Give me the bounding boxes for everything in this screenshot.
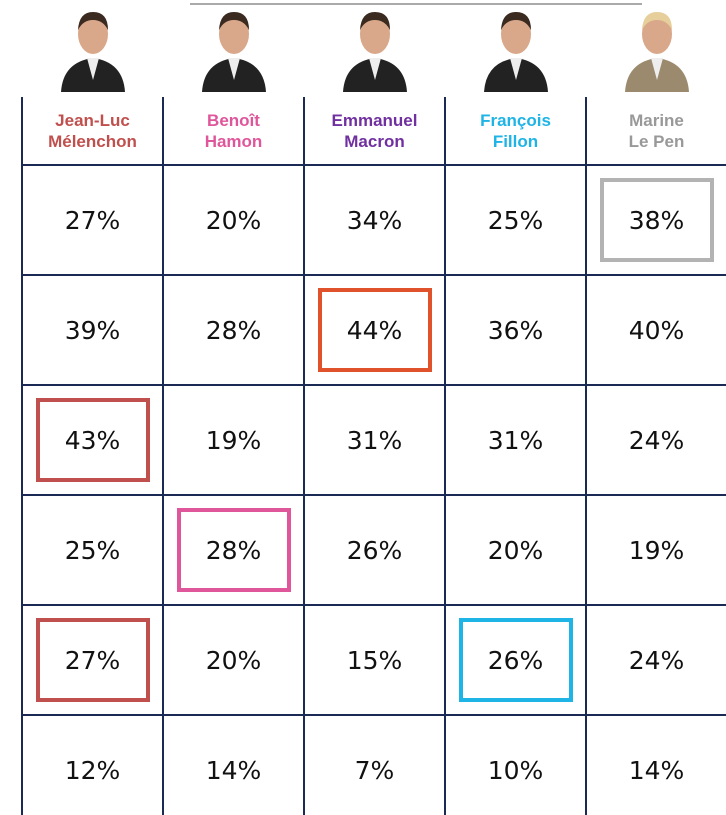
cell: 7% <box>304 715 445 815</box>
candidate-photo <box>476 0 556 92</box>
header-line: Mélenchon <box>22 131 163 152</box>
highlight-box <box>36 398 150 482</box>
header-line: Macron <box>304 131 445 152</box>
cell: 34% <box>304 165 445 275</box>
cell: 14% <box>586 715 726 815</box>
cell: 31% <box>304 385 445 495</box>
highlight-box <box>600 178 714 262</box>
header-line: François <box>445 110 586 131</box>
cell: 24% <box>586 605 726 715</box>
cell: 20% <box>445 495 586 605</box>
cell: 26% <box>304 495 445 605</box>
header-line: Emmanuel <box>304 110 445 131</box>
page: Jean-LucMélenchonBenoîtHamonEmmanuelMacr… <box>0 0 726 815</box>
cell: 10% <box>445 715 586 815</box>
highlight-box <box>36 618 150 702</box>
cell: 20% <box>163 165 304 275</box>
cell: 40% <box>586 275 726 385</box>
cell: 19% <box>586 495 726 605</box>
candidate-photo <box>617 0 697 92</box>
candidate-photo <box>335 0 415 92</box>
cell: 14% <box>163 715 304 815</box>
header-line: Marine <box>586 110 726 131</box>
candidate-photo <box>53 0 133 92</box>
cell: 12% <box>22 715 163 815</box>
cell: 39% <box>22 275 163 385</box>
cell: 25% <box>22 495 163 605</box>
cell: 15% <box>304 605 445 715</box>
candidate-photo <box>194 0 274 92</box>
cell: 20% <box>163 605 304 715</box>
header-line: Hamon <box>163 131 304 152</box>
cell: 24% <box>586 385 726 495</box>
cell: 27% <box>22 165 163 275</box>
cell: 36% <box>445 275 586 385</box>
cell: 19% <box>163 385 304 495</box>
cell: 25% <box>445 165 586 275</box>
header-line: Jean-Luc <box>22 110 163 131</box>
cell: 28% <box>163 275 304 385</box>
header-line: Fillon <box>445 131 586 152</box>
header-line: Le Pen <box>586 131 726 152</box>
highlight-box <box>318 288 432 372</box>
highlight-box <box>459 618 573 702</box>
cell: 31% <box>445 385 586 495</box>
highlight-box <box>177 508 291 592</box>
header-line: Benoît <box>163 110 304 131</box>
